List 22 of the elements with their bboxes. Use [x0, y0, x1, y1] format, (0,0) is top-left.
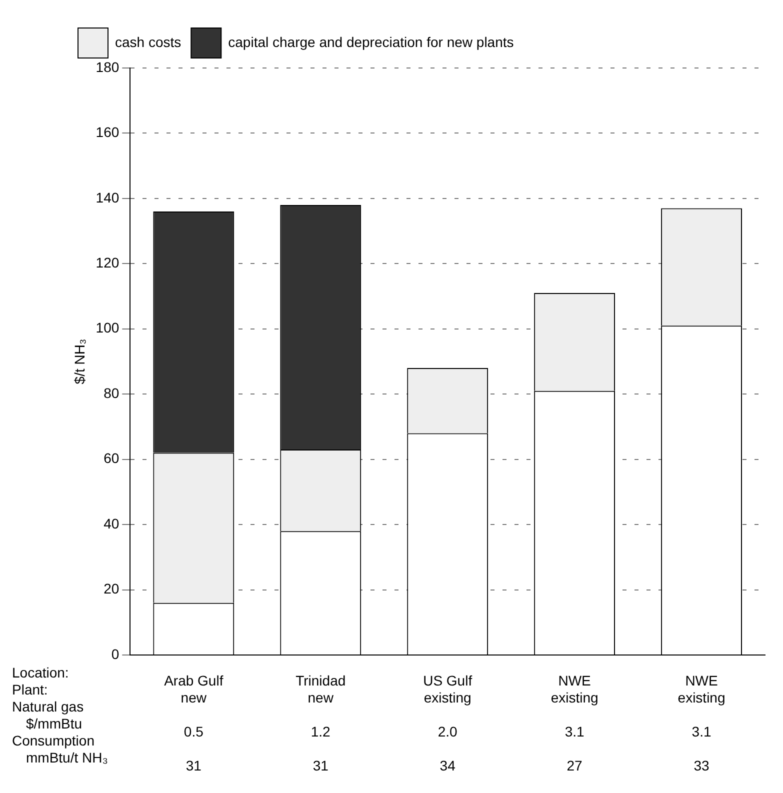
text: Location:	[12, 664, 69, 680]
y-tick-label: 180	[96, 58, 120, 75]
category-label: NWE existing 3.1 27	[550, 672, 598, 774]
y-tick-label: 160	[96, 124, 120, 140]
y-tick-label: 60	[104, 450, 120, 466]
category-label: Arab Gulf new 0.5 31	[164, 672, 224, 774]
y-tick-label: 80	[104, 384, 120, 401]
y-tick-label: 140	[96, 189, 120, 206]
category-label: US Gulf existing 2.0 34	[423, 672, 472, 774]
text: Natural gas $/mmBtu	[12, 698, 84, 732]
category-label: Trinidad new 1.2 31	[296, 672, 346, 774]
y-tick-label: 40	[104, 515, 120, 532]
text: Plant:	[12, 681, 48, 698]
y-axis-title: $/t NH₃	[71, 338, 88, 384]
y-tick-label: 100	[96, 320, 120, 336]
legend-label: cash costs	[115, 34, 182, 50]
legend-label: capital charge and depreciation for new plants	[228, 34, 514, 50]
y-tick-label: 20	[104, 580, 120, 597]
text: Consumption mmBtu/t NH₃	[12, 732, 108, 766]
y-tick-label: 120	[96, 254, 120, 271]
category-label: NWE existing 3.1 33	[678, 672, 726, 774]
y-tick-label: 0	[111, 646, 120, 662]
